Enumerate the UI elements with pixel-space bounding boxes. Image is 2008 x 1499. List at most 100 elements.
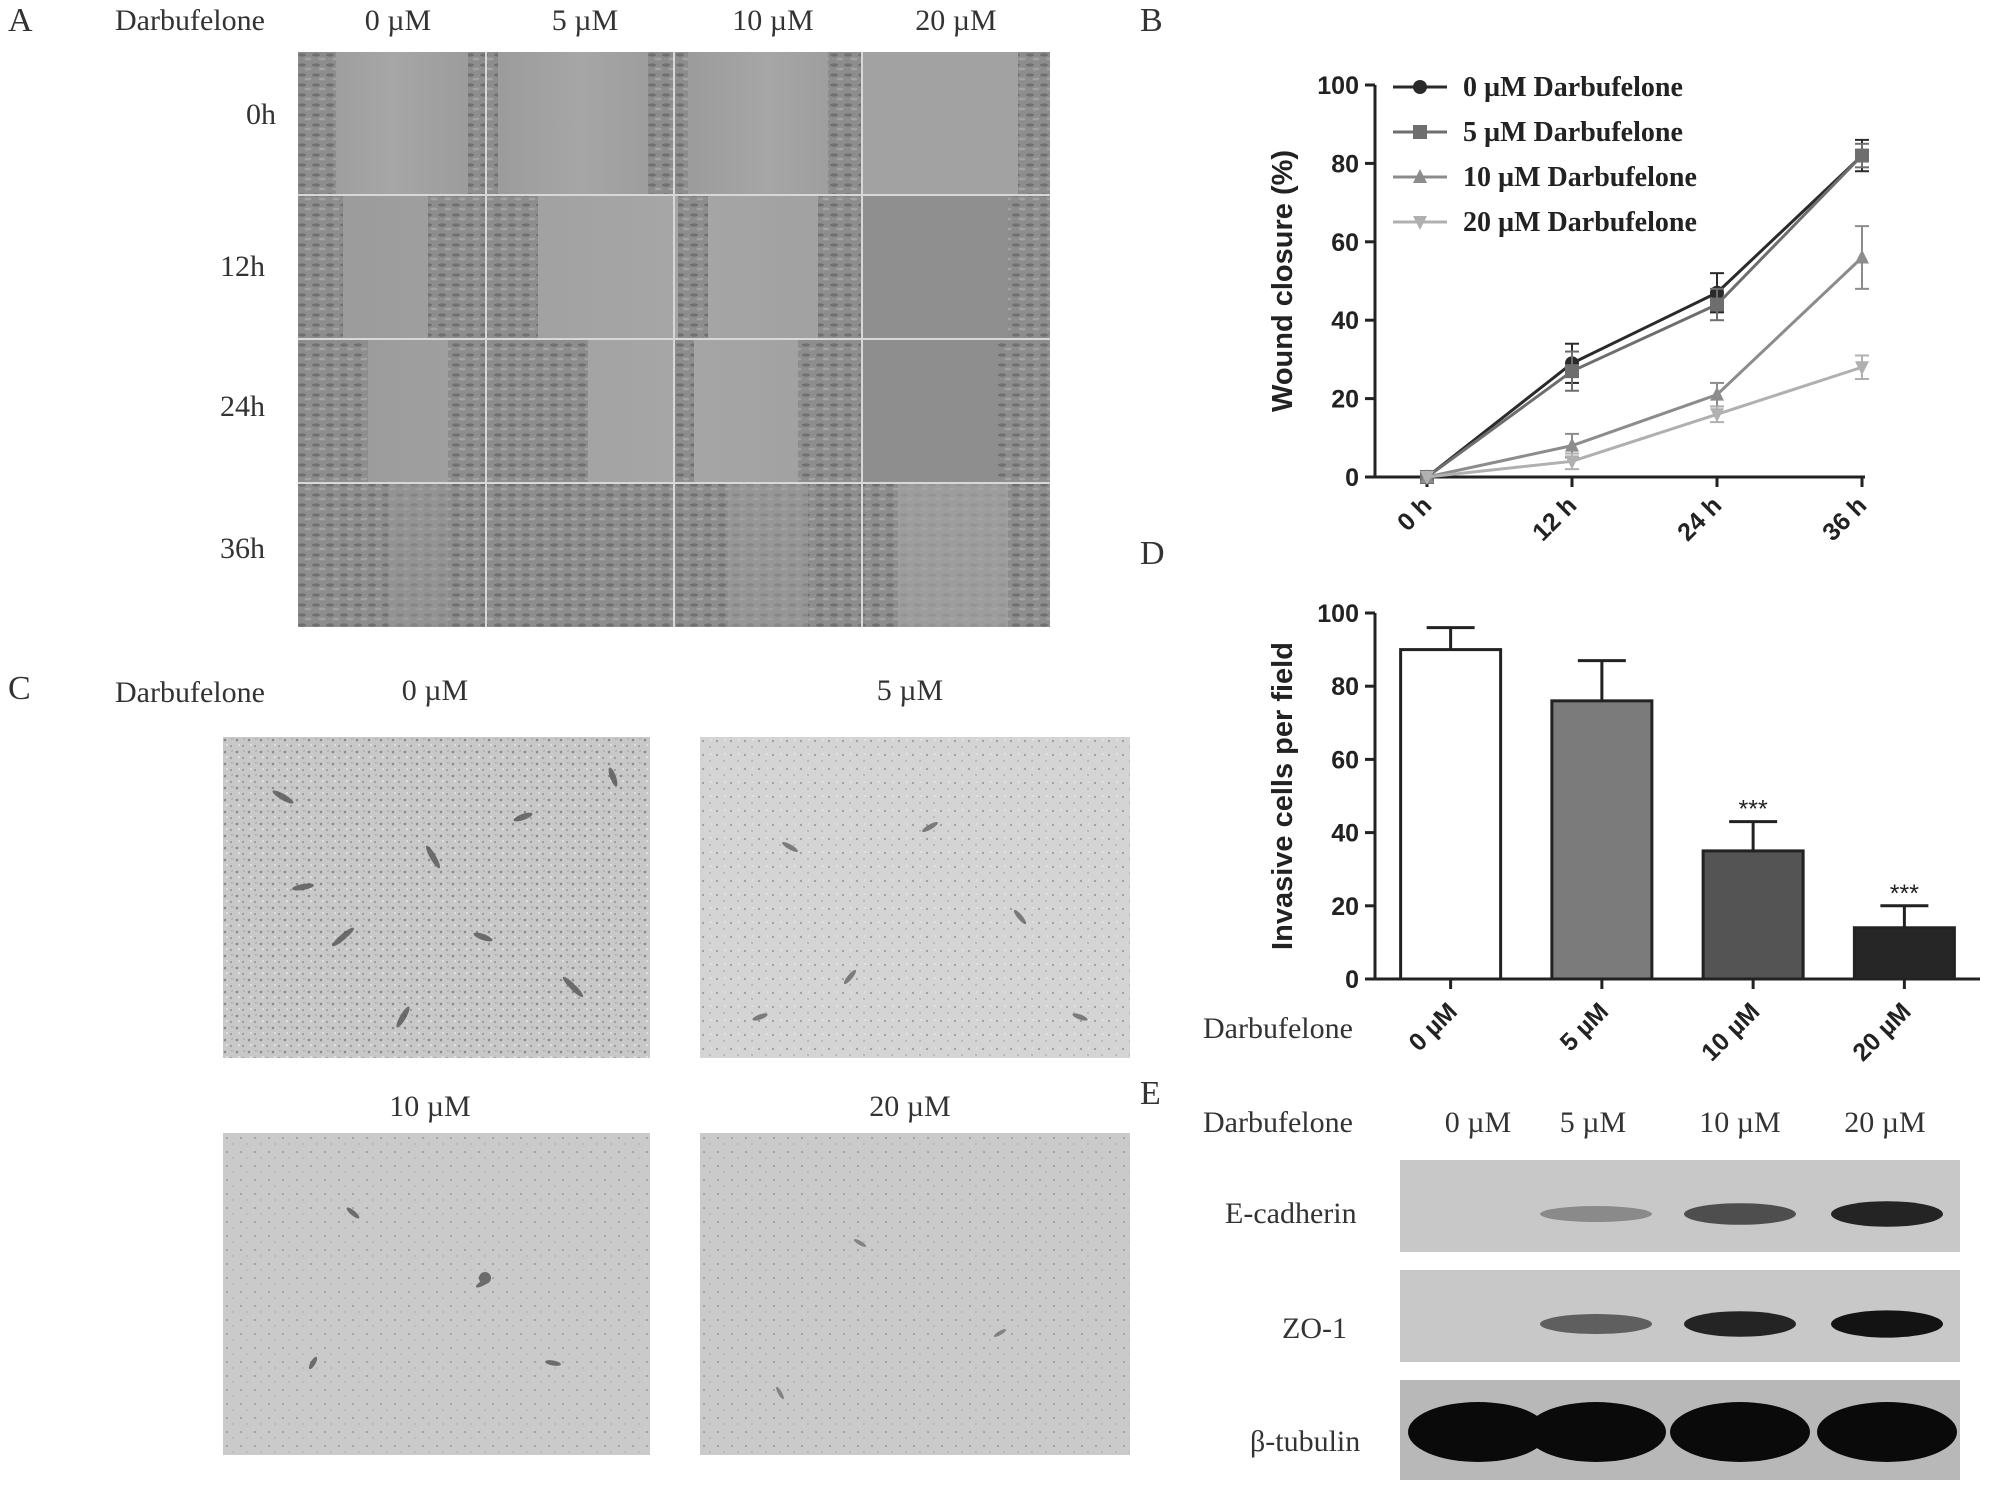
row-0h <box>298 52 1050 195</box>
legend-item: 20 µM Darbufelone <box>1393 207 1697 238</box>
legend-label: 10 µM Darbufelone <box>1463 162 1697 193</box>
panel-a-row-label: 36h <box>220 532 265 565</box>
series-group <box>1420 142 1869 484</box>
data-point <box>1565 437 1579 452</box>
bar <box>1550 699 1654 981</box>
blot-band <box>1684 1203 1796 1225</box>
panel-c-label: 10 µM <box>389 1090 471 1123</box>
panel-e-row-label: ZO-1 <box>1282 1312 1347 1345</box>
panel-b-letter: B <box>1140 2 1163 39</box>
panel-d-drug-label: Darbufelone <box>1203 1012 1353 1045</box>
invasion-bar-chart: 0 20 40 60 80 100 Invasive cells per field 0 µM… <box>1270 600 1980 1067</box>
legend-label: 0 µM Darbufelone <box>1463 72 1683 103</box>
legend-item: 10 µM Darbufelone <box>1393 162 1697 193</box>
y-tick-label: 0 <box>1345 966 1359 994</box>
data-point <box>1855 361 1869 376</box>
panel-e-drug-label: Darbufelone <box>1203 1106 1353 1139</box>
x-tick-label: 20 µM <box>1847 997 1916 1066</box>
series-line <box>1426 154 1864 479</box>
panel-c-label: 20 µM <box>869 1090 951 1123</box>
y-axis-title: Invasive cells per field <box>1270 642 1299 950</box>
data-point <box>1413 216 1427 230</box>
blot-band <box>1670 1402 1810 1462</box>
y-tick-label: 80 <box>1331 673 1359 701</box>
x-tick-label: 0 h <box>1392 491 1437 536</box>
data-point <box>1855 249 1869 264</box>
x-tick-label: 12 h <box>1527 491 1582 546</box>
blot-band <box>1831 1310 1943 1338</box>
panel-c-letter: C <box>8 670 31 707</box>
panel-e-col-label: 10 µM <box>1699 1106 1781 1139</box>
panel-a-drug-label: Darbufelone <box>115 4 265 37</box>
panel-a-letter: A <box>8 2 33 39</box>
x-tick-label: 24 h <box>1672 491 1727 546</box>
data-point <box>1855 148 1869 163</box>
blot-strip <box>1400 1270 1960 1362</box>
data-point <box>1710 297 1724 312</box>
panel-e-col-label: 20 µM <box>1844 1106 1926 1139</box>
y-axis-title: Wound closure (%) <box>1270 150 1299 412</box>
series-line <box>1426 154 1864 479</box>
panel-e-row-label: β-tubulin <box>1250 1425 1361 1458</box>
panel-e-col-label: 5 µM <box>1559 1106 1627 1139</box>
panel-c-label: 5 µM <box>876 674 944 707</box>
bar <box>1701 849 1805 981</box>
legend-item: 5 µM Darbufelone <box>1393 117 1683 148</box>
legend-label: 5 µM Darbufelone <box>1463 117 1683 148</box>
x-tick-label: 10 µM <box>1696 997 1765 1066</box>
y-tick-label: 100 <box>1317 600 1359 628</box>
y-tick-label: 0 <box>1345 464 1359 492</box>
panel-a-col-label: 20 µM <box>915 4 997 37</box>
blot-band <box>1684 1311 1796 1337</box>
transwell-image-10uM <box>223 1133 650 1455</box>
y-tick-label: 20 <box>1331 893 1359 921</box>
series-line <box>1426 256 1864 479</box>
data-point <box>1710 386 1724 401</box>
panel-a-col-label: 5 µM <box>551 4 619 37</box>
western-blot <box>1400 1160 1960 1480</box>
y-tick-label: 40 <box>1331 307 1359 335</box>
panel-a-col-label: 10 µM <box>732 4 814 37</box>
x-tick-label: 36 h <box>1817 491 1872 546</box>
y-tick-label: 60 <box>1331 229 1359 257</box>
panel-a-row-label: 24h <box>220 390 265 423</box>
transwell-image-5uM <box>700 737 1130 1058</box>
panel-a-row-label: 0h <box>246 98 276 131</box>
blot-band <box>1817 1402 1957 1462</box>
blot-band <box>1540 1314 1652 1334</box>
panel-e-letter: E <box>1140 1075 1161 1112</box>
y-tick-label: 20 <box>1331 386 1359 414</box>
data-point <box>1565 364 1579 379</box>
blot-strip <box>1400 1380 1960 1480</box>
significance-label: *** <box>1890 880 1919 908</box>
blot-band <box>1831 1201 1943 1227</box>
blot-band <box>1408 1402 1548 1462</box>
series-group <box>1420 225 1869 483</box>
panel-e-col-label: 0 µM <box>1444 1106 1512 1139</box>
panel-a-row-label: 12h <box>220 250 265 283</box>
significance-label: *** <box>1739 796 1768 824</box>
y-tick-label: 60 <box>1331 746 1359 774</box>
data-point <box>1413 80 1427 94</box>
data-point <box>1420 471 1434 485</box>
series-line <box>1426 365 1863 479</box>
panel-c-label: 0 µM <box>401 674 469 707</box>
bar <box>1399 648 1503 981</box>
transwell-image-0uM <box>223 737 650 1058</box>
blot-band <box>1540 1206 1652 1222</box>
series-group <box>1420 354 1869 485</box>
legend-label: 20 µM Darbufelone <box>1463 207 1697 238</box>
x-tick-label: 0 µM <box>1403 997 1462 1056</box>
panel-a-col-label: 0 µM <box>364 4 432 37</box>
data-point <box>1710 408 1724 423</box>
blot-band <box>1526 1402 1666 1462</box>
transwell-image-20uM <box>700 1133 1130 1455</box>
panel-d-letter: D <box>1140 535 1165 572</box>
y-tick-label: 40 <box>1331 820 1359 848</box>
panel-c-drug-label: Darbufelone <box>115 676 265 709</box>
blot-strip <box>1400 1160 1960 1252</box>
y-tick-label: 100 <box>1317 72 1359 100</box>
panel-e-row-label: E-cadherin <box>1225 1197 1357 1230</box>
data-point <box>1413 169 1427 183</box>
bar <box>1852 926 1956 981</box>
